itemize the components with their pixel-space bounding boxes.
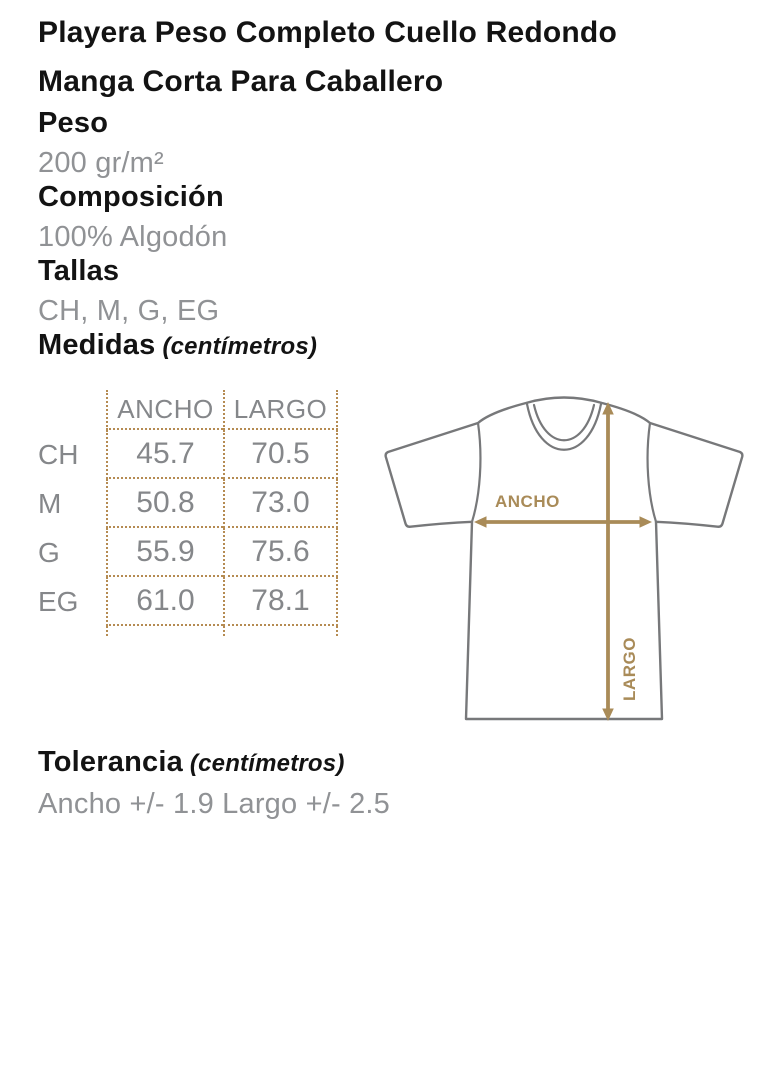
page-title-line1: Playera Peso Completo Cuello Redondo — [38, 16, 617, 49]
table-stub-cell — [106, 626, 223, 636]
row-label-eg: EG — [38, 585, 79, 617]
cell-ch-ancho: 45.7 — [106, 430, 223, 479]
composicion-heading: Composición — [38, 181, 224, 213]
section-peso: Peso 200 gr/m² — [38, 106, 767, 180]
tallas-value: CH, M, G, EG — [38, 295, 220, 327]
table-corner-cell — [38, 390, 106, 430]
table-stub-cell — [223, 626, 338, 636]
tolerancia-heading: Tolerancia (centímetros) — [38, 745, 767, 781]
tshirt-diagram: ANCHO LARGO — [384, 396, 744, 721]
cell-ch-largo: 70.5 — [223, 430, 338, 479]
row-label-g: G — [38, 536, 60, 568]
peso-value: 200 gr/m² — [38, 147, 164, 179]
section-tallas: Tallas CH, M, G, EG — [38, 254, 767, 328]
column-header-ancho: ANCHO — [106, 390, 223, 430]
column-header-largo: LARGO — [223, 390, 338, 430]
tallas-heading: Tallas — [38, 255, 120, 287]
cell-eg-ancho: 61.0 — [106, 577, 223, 626]
medidas-unit-note: (centímetros) — [162, 333, 318, 360]
tolerancia-unit-note: (centímetros) — [189, 750, 345, 777]
page-title: Playera Peso Completo Cuello Redondo Man… — [38, 8, 710, 106]
measurements-area: ANCHO LARGO CH 45.7 70.5 M 50.8 73.0 G 5… — [38, 390, 767, 745]
largo-arrow — [602, 402, 614, 721]
composicion-value: 100% Algodón — [38, 221, 228, 253]
section-composicion: Composición 100% Algodón — [38, 180, 767, 254]
page-title-line2: Manga Corta Para Caballero — [38, 65, 444, 98]
cell-eg-largo: 78.1 — [223, 577, 338, 626]
medidas-heading-text: Medidas — [38, 329, 156, 361]
tshirt-diagram-wrap: ANCHO LARGO — [383, 388, 765, 745]
peso-heading: Peso — [38, 107, 109, 139]
largo-label: LARGO — [620, 637, 639, 701]
cell-g-ancho: 55.9 — [106, 528, 223, 577]
table-stub-cell — [38, 626, 106, 636]
medidas-heading: Medidas (centímetros) — [38, 328, 767, 364]
cell-m-ancho: 50.8 — [106, 479, 223, 528]
cell-g-largo: 75.6 — [223, 528, 338, 577]
left-sleeve-seam — [470, 421, 482, 523]
tolerancia-value: Ancho +/- 1.9 Largo +/- 2.5 — [38, 788, 391, 820]
tshirt-outline — [384, 396, 744, 721]
ancho-arrow — [474, 516, 652, 528]
right-sleeve-seam — [646, 421, 658, 523]
cell-m-largo: 73.0 — [223, 479, 338, 528]
collar-inner-line — [532, 403, 596, 442]
ancho-label: ANCHO — [495, 492, 560, 511]
row-label-m: M — [38, 487, 62, 519]
size-table: ANCHO LARGO CH 45.7 70.5 M 50.8 73.0 G 5… — [38, 390, 338, 636]
tolerancia-heading-text: Tolerancia — [38, 746, 183, 778]
row-label-ch: CH — [38, 438, 79, 470]
collar-outer-line — [525, 402, 603, 451]
